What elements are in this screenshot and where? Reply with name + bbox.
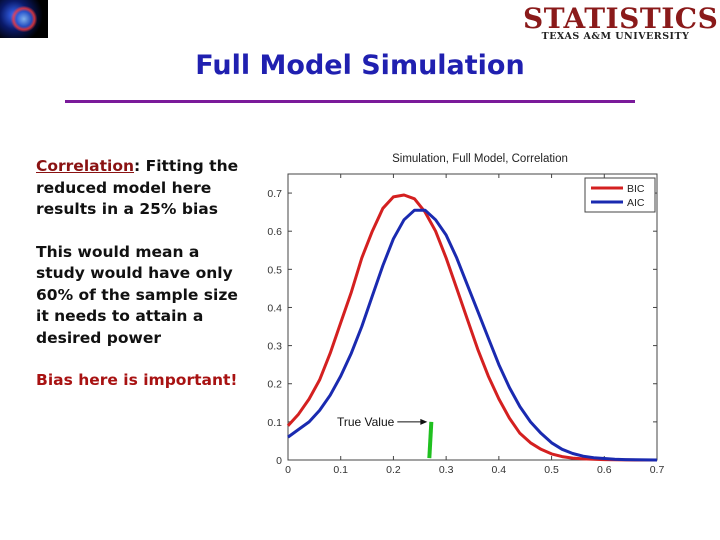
- legend-label-bic: BIC: [627, 183, 645, 195]
- paragraph-sample-size: This would mean a study would have only …: [36, 242, 238, 347]
- x-tick-label: 0.6: [597, 464, 612, 476]
- corner-decoration-image: [0, 0, 48, 38]
- y-tick-label: 0.3: [267, 341, 282, 353]
- paragraph-bias-important: Bias here is important!: [36, 371, 238, 389]
- simulation-chart: Simulation, Full Model, Correlation 0 0.1…: [267, 153, 665, 476]
- x-tick-label: 0.3: [439, 464, 454, 476]
- body-text: Correlation: Fitting the reduced model h…: [36, 156, 241, 413]
- logo-main-text: STATISTICS: [523, 2, 719, 35]
- x-tick-label: 0.7: [650, 464, 665, 476]
- legend-label-aic: AIC: [627, 197, 645, 209]
- y-tick-label: 0.4: [267, 302, 282, 314]
- correlation-text: : Fitting the reduced model here results…: [36, 157, 239, 218]
- correlation-term: Correlation: [36, 157, 135, 175]
- true-value-arrowhead: [420, 418, 428, 425]
- logo-sub-text: TEXAS A&M UNIVERSITY: [541, 31, 690, 42]
- x-tick-label: 0.4: [492, 464, 507, 476]
- statistics-logo: STATISTICS TEXAS A&M UNIVERSITY: [523, 2, 719, 42]
- y-tick-label: 0.5: [267, 264, 282, 276]
- paragraph-correlation: Correlation: Fitting the reduced model h…: [36, 156, 241, 221]
- y-tick-label: 0: [276, 455, 282, 467]
- plot-area: [287, 173, 658, 461]
- x-tick-label: 0: [285, 464, 291, 476]
- y-tick-label: 0.1: [267, 417, 282, 429]
- y-tick-label: 0.6: [267, 226, 282, 238]
- x-tick-label: 0.1: [333, 464, 348, 476]
- x-tick-label: 0.5: [544, 464, 559, 476]
- chart-legend: BIC AIC: [584, 177, 656, 213]
- chart-title: Simulation, Full Model, Correlation: [392, 153, 568, 165]
- true-value-label: True Value: [337, 415, 395, 429]
- true-value-marker: [427, 421, 434, 459]
- legend-box: [584, 177, 656, 213]
- series-line-aic: [287, 208, 658, 462]
- y-tick-label: 0.7: [267, 188, 282, 200]
- slide-title: Full Model Simulation: [195, 50, 525, 81]
- title-divider: [65, 100, 635, 103]
- x-tick-label: 0.2: [386, 464, 401, 476]
- y-tick-label: 0.2: [267, 379, 282, 391]
